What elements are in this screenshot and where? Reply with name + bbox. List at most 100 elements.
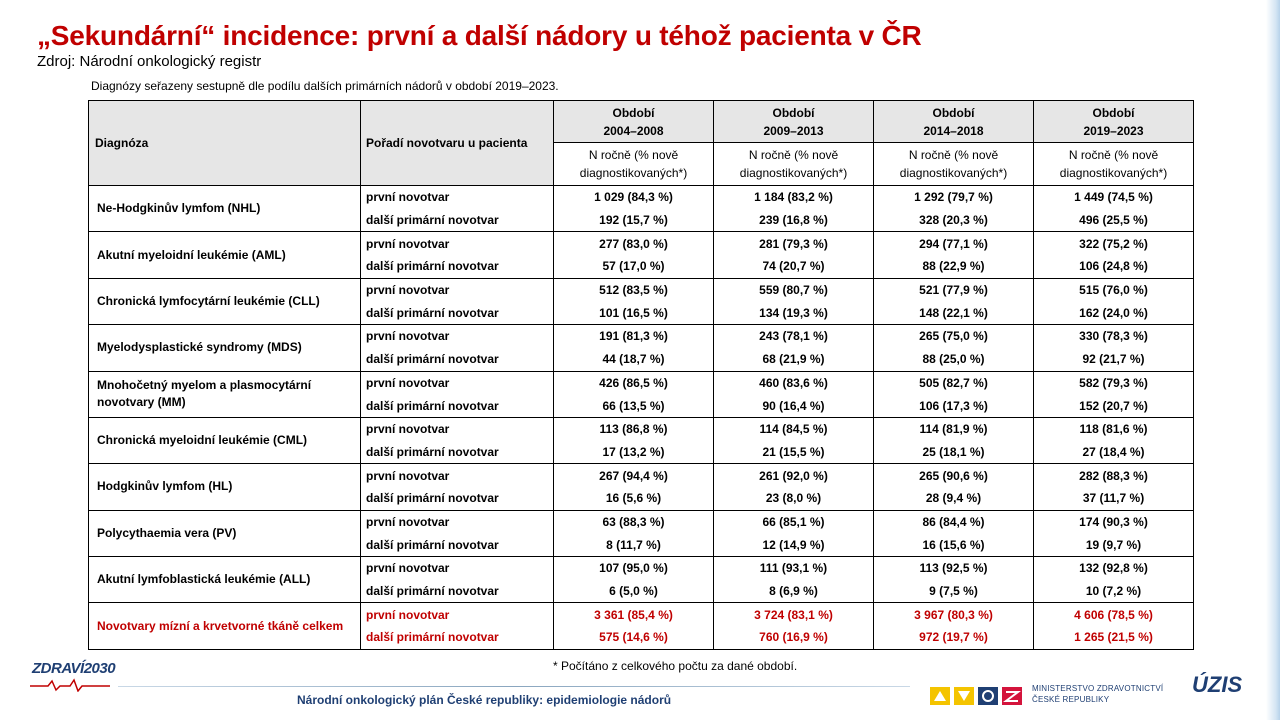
value-cell: 63 (88,3 %) <box>553 509 714 534</box>
table-row: Akutní lymfoblastická leukémie (ALL) prvn… <box>88 555 1194 604</box>
value-cell: 88 (25,0 %) <box>873 347 1034 372</box>
order-first-cell: první novotvar <box>360 509 554 534</box>
value-cell: 114 (84,5 %) <box>713 416 874 441</box>
value-cell: 106 (24,8 %) <box>1033 255 1194 279</box>
header-period-4: Období 2019–2023 <box>1033 100 1194 143</box>
order-first-cell: první novotvar <box>360 231 554 256</box>
table-row: Myelodysplastické syndromy (MDS) první no… <box>88 324 1194 372</box>
page-title: „Sekundární“ incidence: první a další ná… <box>37 20 922 51</box>
table-row: Mnohočetný myelom a plasmocytární novotv… <box>88 370 1194 418</box>
diagnosis-cell: Novotvary mízní a krvetvorné tkáně celke… <box>88 602 361 650</box>
header-period-label: Období <box>772 105 815 120</box>
incidence-table: Diagnóza Pořadí novotvaru u pacienta Obd… <box>88 100 1194 650</box>
value-cell: 575 (14,6 %) <box>553 626 714 650</box>
value-cell: 113 (86,8 %) <box>553 416 714 441</box>
value-cell: 261 (92,0 %) <box>713 463 874 487</box>
value-cell: 760 (16,9 %) <box>713 626 874 650</box>
value-cell: 515 (76,0 %) <box>1033 277 1194 302</box>
order-next-cell: další primární novotvar <box>360 347 554 372</box>
zdravi2030-logo: ZDRAVÍ2030 <box>30 658 116 698</box>
value-cell: 114 (81,9 %) <box>873 416 1034 441</box>
order-next-cell: další primární novotvar <box>360 533 554 558</box>
value-cell: 27 (18,4 %) <box>1033 440 1194 465</box>
diagnosis-cell: Akutní lymfoblastická leukémie (ALL) <box>88 555 361 604</box>
ministry-logo-text: MINISTERSTVO ZDRAVOTNICTVÍ ČESKÉ REPUBLI… <box>1032 683 1163 705</box>
order-first-cell: první novotvar <box>360 555 554 580</box>
value-cell: 277 (83,0 %) <box>553 231 714 256</box>
table-row: další primární novotvar 101 (16,5 %) 134 (… <box>89 301 1194 326</box>
header-period-1: Období 2004–2008 <box>553 100 714 143</box>
value-cell: 86 (84,4 %) <box>873 509 1034 534</box>
value-cell: 265 (90,6 %) <box>873 463 1034 487</box>
value-cell: 582 (79,3 %) <box>1033 370 1194 395</box>
value-cell: 496 (25,5 %) <box>1033 208 1194 233</box>
value-cell: 23 (8,0 %) <box>713 486 874 511</box>
order-next-cell: další primární novotvar <box>360 486 554 511</box>
value-cell: 37 (11,7 %) <box>1033 486 1194 511</box>
subheader-n-yearly: N ročně (% nově diagnostikovaných*) <box>553 142 714 186</box>
value-cell: 90 (16,4 %) <box>713 394 874 418</box>
value-cell: 162 (24,0 %) <box>1033 301 1194 326</box>
value-cell: 330 (78,3 %) <box>1033 324 1194 348</box>
order-next-cell: další primární novotvar <box>360 440 554 465</box>
value-cell: 239 (16,8 %) <box>713 208 874 233</box>
value-cell: 12 (14,9 %) <box>713 533 874 558</box>
value-cell: 4 606 (78,5 %) <box>1033 602 1194 627</box>
order-first-cell: první novotvar <box>360 416 554 441</box>
header-period-years: 2019–2023 <box>1083 123 1144 138</box>
value-cell: 10 (7,2 %) <box>1033 579 1194 604</box>
diagnosis-cell: Mnohočetný myelom a plasmocytární novotv… <box>88 370 361 418</box>
value-cell: 66 (85,1 %) <box>713 509 874 534</box>
order-next-cell: další primární novotvar <box>360 255 554 279</box>
heartbeat-icon <box>30 678 110 692</box>
value-cell: 972 (19,7 %) <box>873 626 1034 650</box>
value-cell: 322 (75,2 %) <box>1033 231 1194 256</box>
order-first-cell: první novotvar <box>360 602 554 627</box>
diagnosis-cell: Hodgkinův lymfom (HL) <box>88 463 361 511</box>
value-cell: 19 (9,7 %) <box>1033 533 1194 558</box>
order-first-cell: první novotvar <box>360 277 554 302</box>
table-row: další primární novotvar 6 (5,0 %) 8 (6,9 %… <box>89 579 1194 604</box>
value-cell: 74 (20,7 %) <box>713 255 874 279</box>
value-cell: 21 (15,5 %) <box>713 440 874 465</box>
value-cell: 57 (17,0 %) <box>553 255 714 279</box>
uzis-logo: ÚZIS <box>1192 672 1243 697</box>
value-cell: 1 184 (83,2 %) <box>713 184 874 209</box>
value-cell: 243 (78,1 %) <box>713 324 874 348</box>
subheader-n-yearly: N ročně (% nově diagnostikovaných*) <box>1033 142 1194 186</box>
table-row: Chronická myeloidní leukémie (CML) první … <box>88 416 1194 465</box>
table-row: Chronická lymfocytární leukémie (CLL) prv… <box>88 277 1194 326</box>
value-cell: 16 (15,6 %) <box>873 533 1034 558</box>
value-cell: 134 (19,3 %) <box>713 301 874 326</box>
diagnosis-cell: Polycythaemia vera (PV) <box>88 509 361 558</box>
order-first-cell: první novotvar <box>360 184 554 209</box>
table-row: další primární novotvar 8 (11,7 %) 12 (14,… <box>89 533 1194 558</box>
table-row: další primární novotvar 17 (13,2 %) 21 (15… <box>89 440 1194 465</box>
header-period-years: 2009–2013 <box>763 123 824 138</box>
diagnosis-cell: Chronická myeloidní leukémie (CML) <box>88 416 361 465</box>
sort-note: Diagnózy seřazeny sestupně dle podílu da… <box>91 79 559 93</box>
value-cell: 148 (22,1 %) <box>873 301 1034 326</box>
ministry-name-line2: ČESKÉ REPUBLIKY <box>1032 695 1110 704</box>
header-period-3: Období 2014–2018 <box>873 100 1034 143</box>
header-period-years: 2004–2008 <box>603 123 664 138</box>
slide-edge-decoration <box>1266 0 1280 720</box>
header-period-label: Období <box>612 105 655 120</box>
table-row-total-first: Novotvary mízní a krvetvorné tkáně celke… <box>88 602 1194 650</box>
header-period-label: Období <box>1092 105 1135 120</box>
order-next-cell: další primární novotvar <box>360 208 554 233</box>
diagnosis-cell: Akutní myeloidní leukémie (AML) <box>88 231 361 279</box>
header-period-label: Období <box>932 105 975 120</box>
value-cell: 68 (21,9 %) <box>713 347 874 372</box>
value-cell: 88 (22,9 %) <box>873 255 1034 279</box>
value-cell: 66 (13,5 %) <box>553 394 714 418</box>
footer-title: Národní onkologický plán České republiky… <box>297 693 672 707</box>
value-cell: 3 724 (83,1 %) <box>713 602 874 627</box>
order-first-cell: první novotvar <box>360 463 554 487</box>
value-cell: 1 449 (74,5 %) <box>1033 184 1194 209</box>
table-row: další primární novotvar 57 (17,0 %) 74 (20… <box>89 255 1194 279</box>
diagnosis-cell: Ne-Hodgkinův lymfom (NHL) <box>88 184 361 233</box>
order-next-cell: další primární novotvar <box>360 626 554 650</box>
order-first-cell: první novotvar <box>360 324 554 348</box>
ministry-logo-icon <box>930 687 1022 705</box>
